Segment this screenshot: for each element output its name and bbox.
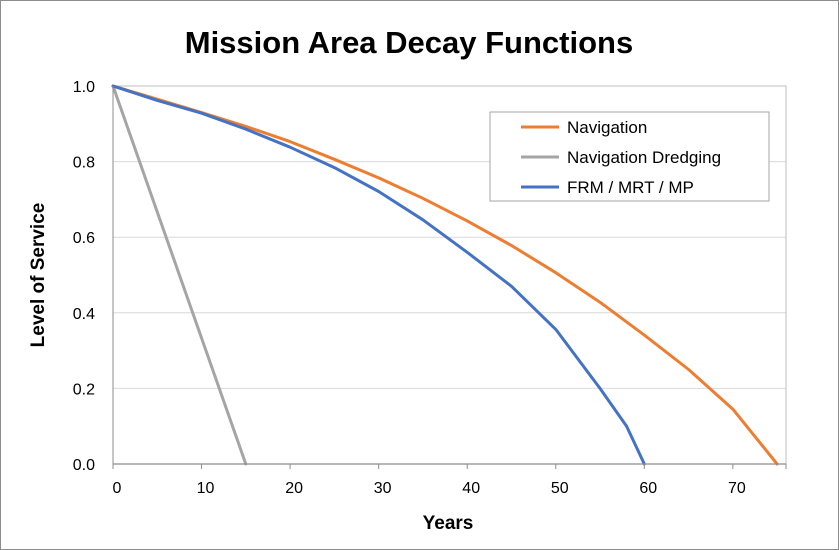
axis-layer: 0.0 0.2 0.4 0.6 0.8 1.0 0 10 20 30 40 50 60 70 bbox=[73, 79, 787, 497]
legend: Navigation Navigation Dredging FRM / MRT /… bbox=[489, 111, 770, 202]
y-tick-label: 0.6 bbox=[73, 230, 95, 247]
y-tick-label: 1.0 bbox=[73, 79, 95, 96]
x-tick-label: 60 bbox=[639, 480, 657, 497]
legend-label-frm-mrt-mp: FRM / MRT / MP bbox=[567, 178, 694, 197]
x-tick-label: 20 bbox=[285, 480, 303, 497]
y-tick-label: 0.8 bbox=[73, 155, 95, 172]
y-tick-label: 0.2 bbox=[73, 381, 95, 398]
legend-items: Navigation Navigation Dredging FRM / MRT /… bbox=[521, 118, 721, 197]
x-tick-label: 70 bbox=[728, 480, 746, 497]
x-tick-label: 10 bbox=[197, 480, 215, 497]
chart-title: Mission Area Decay Functions bbox=[185, 25, 633, 60]
y-tick-label: 0.4 bbox=[73, 306, 95, 323]
series-line-frm-mrt-mp bbox=[111, 84, 646, 466]
x-axis-title: Years bbox=[423, 513, 474, 534]
x-tick-label: 0 bbox=[113, 480, 122, 497]
series-layer bbox=[111, 84, 779, 466]
legend-label-navigation-dredging: Navigation Dredging bbox=[567, 148, 721, 167]
y-axis-title: Level of Service bbox=[28, 203, 49, 348]
x-tick-label: 40 bbox=[462, 480, 480, 497]
series-line-navigation-dredging bbox=[111, 84, 248, 466]
legend-label-navigation: Navigation bbox=[567, 118, 647, 137]
series-line-navigation bbox=[111, 84, 779, 466]
x-tick-label: 30 bbox=[374, 480, 392, 497]
x-tick-label: 50 bbox=[551, 480, 569, 497]
y-tick-label: 0.0 bbox=[73, 457, 95, 474]
